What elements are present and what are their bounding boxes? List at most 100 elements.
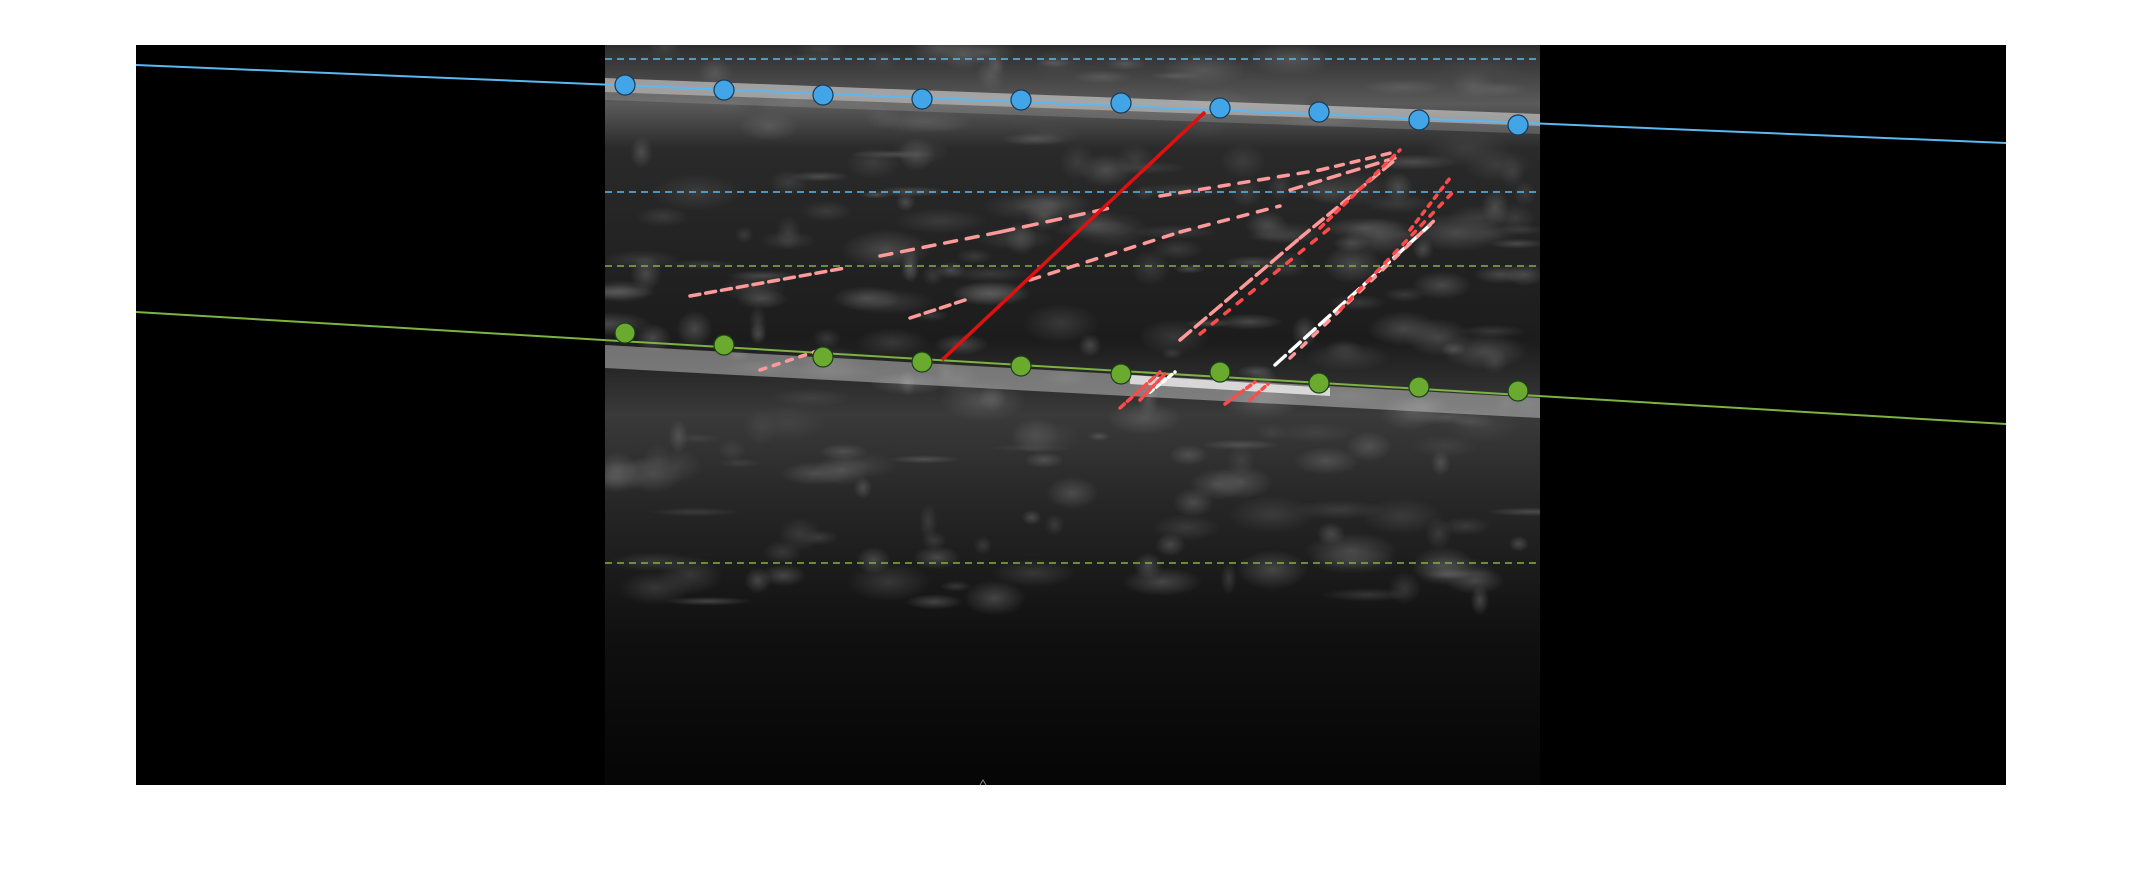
fascicle-segment [1178, 236, 1302, 342]
speckle [1332, 234, 1370, 253]
speckle [1361, 79, 1444, 96]
speckle [1045, 476, 1099, 510]
speckle [1184, 319, 1233, 328]
speckle [933, 334, 989, 356]
speckle [1309, 184, 1351, 205]
speckle [735, 288, 789, 310]
speckle [1074, 211, 1150, 248]
speckle [673, 433, 722, 444]
speckle [913, 545, 960, 570]
speckle [1011, 190, 1091, 218]
upper-boundary-point [1308, 101, 1330, 123]
speckle [1044, 513, 1065, 536]
speckle [1362, 193, 1433, 213]
speckle [1133, 185, 1155, 201]
fascicle-segment [998, 206, 1112, 234]
upper-boundary-point [614, 74, 636, 96]
fascicle-segment [1148, 370, 1177, 394]
lower-boundary-point [1308, 372, 1330, 394]
fascicle-segment [1118, 370, 1162, 410]
upper-boundary-point [1010, 89, 1032, 111]
speckle [877, 111, 971, 133]
speckle [1267, 172, 1293, 201]
speckle [1220, 561, 1237, 596]
speckle [663, 596, 754, 606]
fascicle-segments [688, 148, 1457, 410]
speckle [1168, 444, 1209, 466]
upper-boundary-point [1110, 92, 1132, 114]
speckle [1121, 567, 1203, 597]
speckle [1133, 552, 1163, 580]
speckle [1021, 509, 1042, 526]
speckle [1463, 81, 1529, 98]
speckle [1220, 142, 1266, 179]
speckle [893, 208, 988, 234]
fascicle-segment [1223, 380, 1257, 406]
speckle [1199, 439, 1282, 451]
speckle [1345, 431, 1393, 462]
lower-boundary-point [1110, 363, 1132, 385]
ultrasound-image [605, 45, 1540, 785]
speckle [751, 404, 825, 442]
speckle [718, 438, 746, 462]
fascicle-segment [1288, 156, 1397, 192]
speckle [1261, 251, 1309, 279]
speckle [1412, 237, 1434, 261]
speckle [1071, 70, 1133, 84]
speckle [855, 328, 929, 356]
lower-boundary-point [614, 322, 636, 344]
speckle [1424, 568, 1472, 580]
speckle [831, 285, 902, 311]
fascicle-segment [1273, 223, 1432, 367]
speckle [1209, 465, 1273, 500]
speckle [991, 558, 1076, 588]
speckle [1248, 45, 1334, 76]
speckle [1322, 244, 1382, 284]
speckle [1036, 58, 1071, 68]
fascicle-segment [1138, 372, 1167, 402]
speckle [651, 173, 742, 212]
speckle [649, 507, 742, 517]
speckle [1097, 160, 1190, 175]
speckle [748, 303, 767, 343]
lower-boundary-point [812, 346, 834, 368]
bottom-tick-mark [979, 779, 987, 786]
speckle [1410, 435, 1479, 458]
speckle [739, 111, 799, 141]
speckle [1173, 264, 1206, 274]
speckle [963, 580, 1026, 616]
speckle [1214, 313, 1284, 330]
fascicle-segment [1178, 204, 1282, 234]
speckle [975, 226, 1056, 251]
speckle [676, 310, 713, 348]
lower-aponeurosis-line [135, 311, 2007, 425]
speckle [634, 323, 672, 353]
lower-boundary-point [1209, 361, 1231, 383]
speckle [921, 531, 947, 550]
speckle [775, 215, 802, 251]
speckle [1487, 238, 1540, 249]
speckle [1129, 224, 1220, 240]
speckle [734, 226, 754, 244]
upper-boundary-point [1209, 97, 1231, 119]
speckle [895, 192, 916, 212]
speckle [1078, 333, 1102, 357]
speckle [1321, 587, 1414, 602]
speckle [818, 443, 869, 460]
speckle [1275, 422, 1357, 443]
lower-boundary-point [1408, 376, 1430, 398]
speckle [668, 259, 736, 270]
speckle [812, 328, 842, 350]
speckle [770, 388, 853, 408]
speckle [1368, 311, 1440, 347]
lower-boundary-point [1507, 380, 1529, 402]
speckle [1441, 516, 1491, 536]
deep-aponeurosis-band [605, 345, 1540, 418]
upper-boundary-points [614, 74, 1529, 136]
speckle [1245, 210, 1289, 240]
speckle [1441, 333, 1528, 370]
fascicle-segment [878, 230, 1002, 258]
lower-boundary-point [911, 351, 933, 373]
speckle [1234, 76, 1275, 90]
upper-aponeurosis-line [135, 64, 2007, 144]
